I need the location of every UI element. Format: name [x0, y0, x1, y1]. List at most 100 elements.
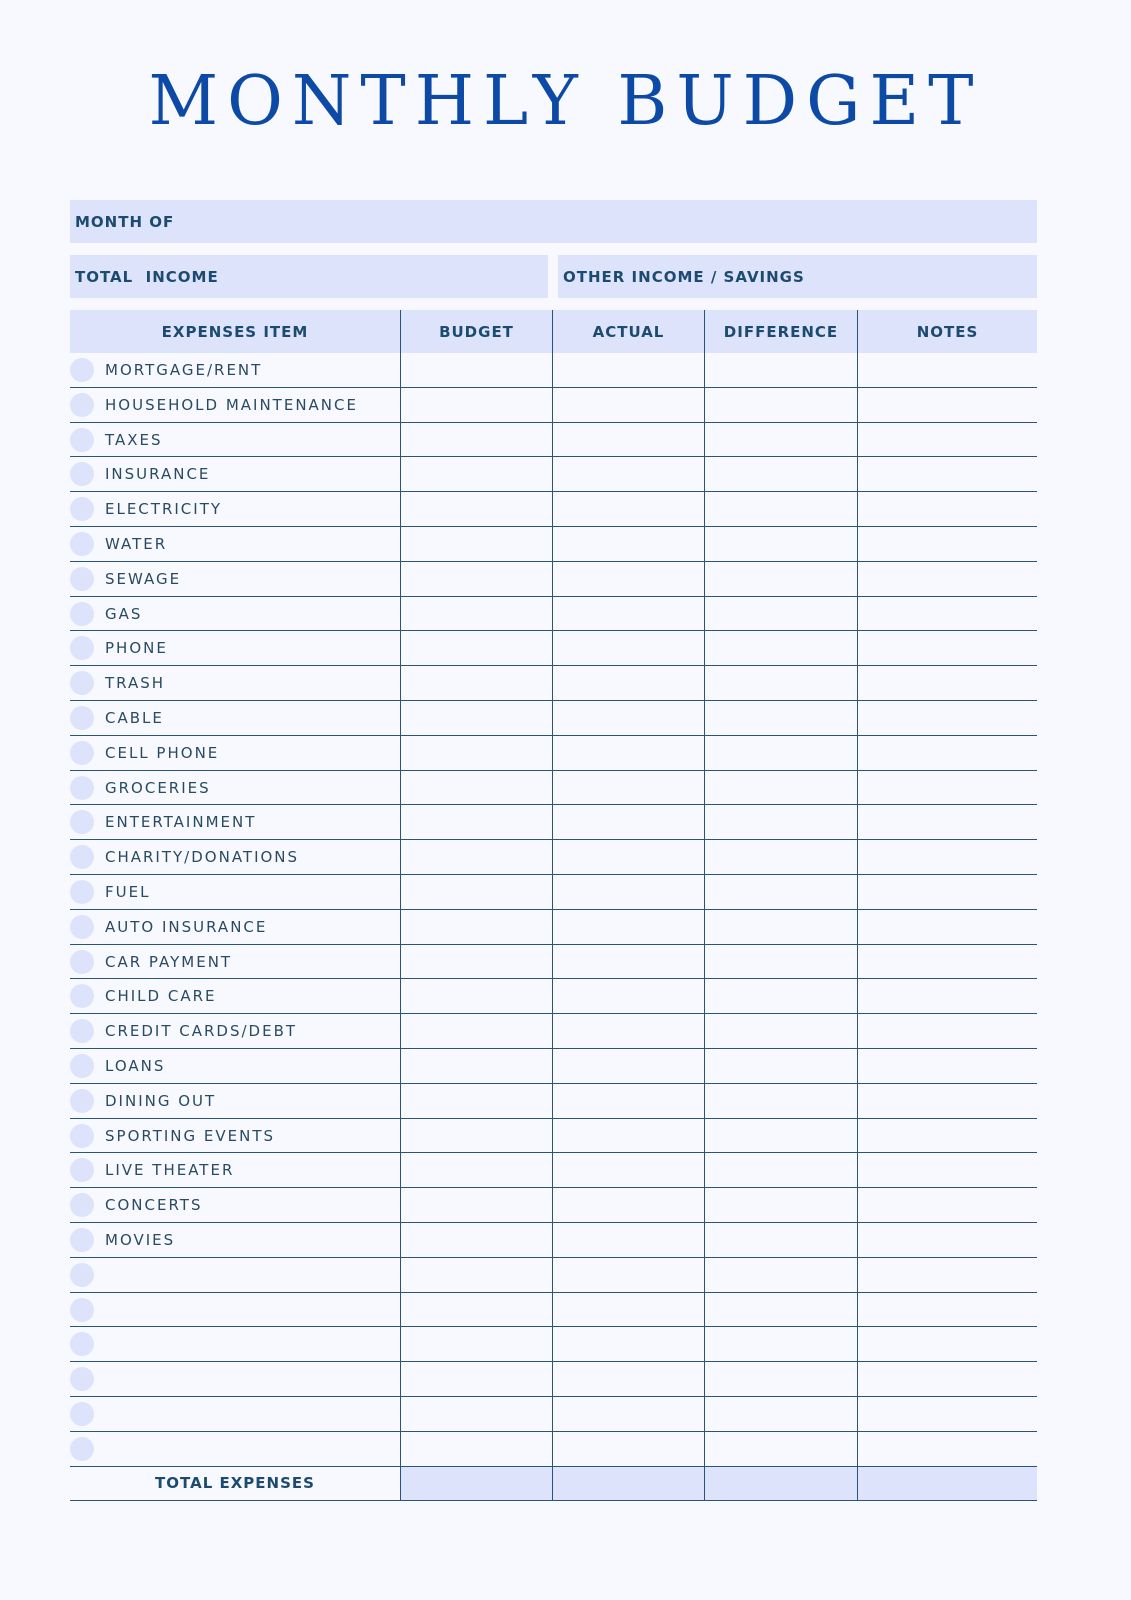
- budget-cell[interactable]: [400, 631, 552, 666]
- budget-cell[interactable]: [400, 422, 552, 457]
- checkbox-circle[interactable]: [70, 497, 94, 522]
- budget-cell[interactable]: [400, 1188, 552, 1222]
- actual-cell[interactable]: [552, 1257, 704, 1292]
- budget-cell[interactable]: [400, 1257, 552, 1292]
- budget-cell[interactable]: [400, 1222, 552, 1257]
- actual-cell[interactable]: [552, 1083, 704, 1118]
- actual-cell[interactable]: [552, 1362, 704, 1396]
- actual-cell[interactable]: [552, 526, 704, 561]
- difference-cell[interactable]: [704, 1396, 857, 1431]
- difference-cell[interactable]: [704, 1118, 857, 1153]
- total-budget-cell[interactable]: [400, 1466, 552, 1501]
- checkbox-circle[interactable]: [70, 462, 94, 487]
- difference-cell[interactable]: [704, 735, 857, 770]
- budget-cell[interactable]: [400, 735, 552, 770]
- notes-cell[interactable]: [857, 1396, 1037, 1431]
- budget-cell[interactable]: [400, 909, 552, 944]
- budget-cell[interactable]: [400, 457, 552, 492]
- difference-cell[interactable]: [704, 631, 857, 666]
- checkbox-circle[interactable]: [70, 1158, 94, 1183]
- checkbox-circle[interactable]: [70, 601, 94, 626]
- difference-cell[interactable]: [704, 1083, 857, 1118]
- notes-cell[interactable]: [857, 526, 1037, 561]
- notes-cell[interactable]: [857, 631, 1037, 666]
- checkbox-circle[interactable]: [70, 1436, 94, 1461]
- difference-cell[interactable]: [704, 909, 857, 944]
- checkbox-circle[interactable]: [70, 914, 94, 939]
- checkbox-circle[interactable]: [70, 1367, 94, 1392]
- notes-cell[interactable]: [857, 944, 1037, 979]
- actual-cell[interactable]: [552, 805, 704, 840]
- actual-cell[interactable]: [552, 1327, 704, 1362]
- difference-cell[interactable]: [704, 1014, 857, 1048]
- checkbox-circle[interactable]: [70, 705, 94, 730]
- notes-cell[interactable]: [857, 700, 1037, 735]
- notes-cell[interactable]: [857, 457, 1037, 492]
- budget-cell[interactable]: [400, 492, 552, 526]
- actual-cell[interactable]: [552, 1292, 704, 1327]
- actual-cell[interactable]: [552, 1396, 704, 1431]
- budget-cell[interactable]: [400, 387, 552, 422]
- difference-cell[interactable]: [704, 526, 857, 561]
- actual-cell[interactable]: [552, 770, 704, 805]
- budget-cell[interactable]: [400, 979, 552, 1014]
- budget-cell[interactable]: [400, 561, 552, 596]
- checkbox-circle[interactable]: [70, 671, 94, 696]
- difference-cell[interactable]: [704, 1257, 857, 1292]
- budget-cell[interactable]: [400, 526, 552, 561]
- checkbox-circle[interactable]: [70, 810, 94, 835]
- difference-cell[interactable]: [704, 1431, 857, 1466]
- actual-cell[interactable]: [552, 874, 704, 909]
- difference-cell[interactable]: [704, 1327, 857, 1362]
- checkbox-circle[interactable]: [70, 1227, 94, 1252]
- budget-cell[interactable]: [400, 596, 552, 631]
- difference-cell[interactable]: [704, 561, 857, 596]
- budget-cell[interactable]: [400, 1014, 552, 1048]
- notes-cell[interactable]: [857, 1083, 1037, 1118]
- actual-cell[interactable]: [552, 492, 704, 526]
- difference-cell[interactable]: [704, 1292, 857, 1327]
- checkbox-circle[interactable]: [70, 845, 94, 870]
- checkbox-circle[interactable]: [70, 984, 94, 1009]
- notes-cell[interactable]: [857, 874, 1037, 909]
- total-difference-cell[interactable]: [704, 1466, 857, 1501]
- checkbox-circle[interactable]: [70, 392, 94, 417]
- actual-cell[interactable]: [552, 457, 704, 492]
- notes-cell[interactable]: [857, 492, 1037, 526]
- checkbox-circle[interactable]: [70, 1297, 94, 1322]
- total-notes-cell[interactable]: [857, 1466, 1037, 1501]
- checkbox-circle[interactable]: [70, 1123, 94, 1148]
- actual-cell[interactable]: [552, 944, 704, 979]
- budget-cell[interactable]: [400, 1327, 552, 1362]
- difference-cell[interactable]: [704, 805, 857, 840]
- notes-cell[interactable]: [857, 353, 1037, 387]
- checkbox-circle[interactable]: [70, 566, 94, 591]
- notes-cell[interactable]: [857, 561, 1037, 596]
- checkbox-circle[interactable]: [70, 1053, 94, 1078]
- difference-cell[interactable]: [704, 1362, 857, 1396]
- checkbox-circle[interactable]: [70, 1401, 94, 1426]
- actual-cell[interactable]: [552, 1431, 704, 1466]
- actual-cell[interactable]: [552, 596, 704, 631]
- notes-cell[interactable]: [857, 1222, 1037, 1257]
- checkbox-circle[interactable]: [70, 636, 94, 661]
- actual-cell[interactable]: [552, 840, 704, 874]
- budget-cell[interactable]: [400, 1396, 552, 1431]
- budget-cell[interactable]: [400, 1153, 552, 1188]
- checkbox-circle[interactable]: [70, 740, 94, 765]
- notes-cell[interactable]: [857, 805, 1037, 840]
- notes-cell[interactable]: [857, 1362, 1037, 1396]
- notes-cell[interactable]: [857, 909, 1037, 944]
- difference-cell[interactable]: [704, 1188, 857, 1222]
- budget-cell[interactable]: [400, 1048, 552, 1083]
- difference-cell[interactable]: [704, 874, 857, 909]
- notes-cell[interactable]: [857, 1188, 1037, 1222]
- checkbox-circle[interactable]: [70, 358, 94, 382]
- actual-cell[interactable]: [552, 735, 704, 770]
- notes-cell[interactable]: [857, 1431, 1037, 1466]
- budget-cell[interactable]: [400, 1292, 552, 1327]
- notes-cell[interactable]: [857, 596, 1037, 631]
- notes-cell[interactable]: [857, 1292, 1037, 1327]
- difference-cell[interactable]: [704, 979, 857, 1014]
- budget-cell[interactable]: [400, 700, 552, 735]
